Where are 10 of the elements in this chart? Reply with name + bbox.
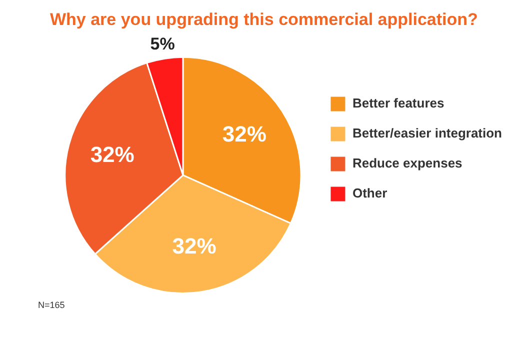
legend-label: Better features <box>352 96 444 111</box>
data-label: 32% <box>172 234 216 259</box>
text: N=165 <box>38 300 65 310</box>
legend-label: Other <box>352 186 388 201</box>
legend-label: Better/easier integration <box>352 126 502 141</box>
data-label: 32% <box>222 121 266 146</box>
chart-title: Why are you upgrading this commercial application? <box>50 10 478 29</box>
data-label: 5% <box>150 34 175 54</box>
legend-label: Reduce expenses <box>352 156 462 171</box>
data-label: 32% <box>90 142 134 168</box>
